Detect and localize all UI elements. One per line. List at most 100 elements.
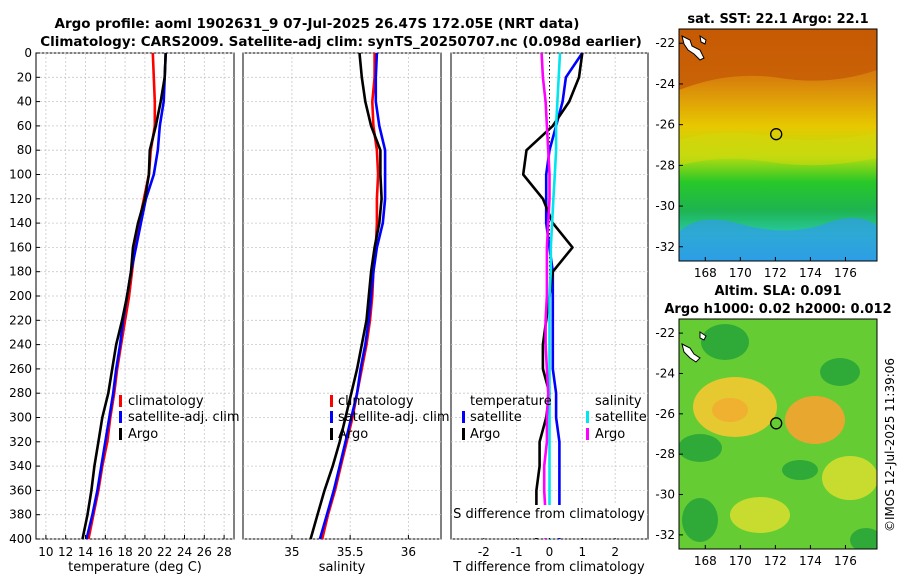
latitude-tick-label: -26 [655, 407, 675, 421]
series-line-satellite-adj-clim [318, 52, 387, 540]
sla-anomaly-low [850, 528, 877, 549]
depth-tick-label: 20 [17, 70, 32, 84]
legend-label-argo: Argo [128, 427, 158, 442]
temperature-lines [81, 52, 167, 540]
profile-location-marker [770, 128, 783, 141]
depth-tick-label: 240 [9, 338, 32, 352]
title-line-2: Climatology: CARS2009. Satellite-adj cli… [40, 34, 642, 50]
legend-swatch-s-satellite [586, 411, 589, 423]
legend-label-climatology: climatology [128, 394, 204, 409]
sla-map: Altim. SLA: 0.091 Argo h1000: 0.02 h2000… [655, 284, 891, 568]
depth-tick-label: 380 [9, 508, 32, 522]
sst-latitude-ticks: -22 -24 -26 -28 -30 -32 [655, 36, 683, 254]
legend-title-temperature: temperature [470, 394, 552, 409]
credit-timestamp: ©IMOS 12-Jul-2025 11:39:06 [883, 358, 897, 532]
longitude-tick-label: 170 [729, 554, 752, 568]
depth-tick-label: 120 [9, 192, 32, 206]
series-line-s-argo [540, 52, 551, 539]
legend-title-salinity: salinity [595, 394, 642, 409]
x-tick-label: 24 [177, 545, 192, 559]
sla-anomaly-low [782, 460, 818, 480]
salinity-grid [243, 52, 441, 540]
latitude-tick-label: -30 [655, 488, 675, 502]
salinity-panel: 35 35.5 36 salinity climatology satellite-… [242, 52, 450, 575]
sst-map: sat. SST: 22.1 Argo: 22.1 -22 -24 -26 -28 -3… [655, 12, 878, 280]
depth-tick-label: 360 [9, 483, 32, 497]
x-tick-label: 36 [401, 545, 416, 559]
latitude-tick-label: -22 [655, 326, 675, 340]
longitude-tick-label: 176 [834, 266, 857, 280]
legend-swatch-s-argo [586, 428, 589, 440]
legend-swatch-t-argo [462, 428, 465, 440]
depth-tick-label: 400 [9, 532, 32, 546]
x-tick-label: 2 [611, 545, 619, 559]
longitude-tick-label: 168 [694, 554, 717, 568]
profile-location-marker [770, 417, 783, 430]
latitude-tick-label: -22 [655, 36, 675, 50]
x-tick-label: 18 [117, 545, 132, 559]
sst-map-title: sat. SST: 22.1 Argo: 22.1 [687, 12, 868, 27]
longitude-tick-label: 172 [764, 266, 787, 280]
temperature-difference-xlabel: T difference from climatology [452, 560, 645, 575]
salinity-label-backdrop [452, 505, 647, 538]
sla-anomaly-low [682, 498, 718, 542]
sst-longitude-ticks: 168 170 172 174 176 [694, 257, 857, 280]
sla-anomaly-high [730, 497, 790, 533]
depth-tick-label: 180 [9, 265, 32, 279]
legend-label-s-argo: Argo [595, 427, 625, 442]
island-coast-icon [699, 34, 707, 45]
sla-anomaly-low [820, 358, 860, 386]
legend-swatch-climatology [119, 395, 122, 407]
island-coast-icon [681, 35, 705, 61]
sla-anomaly-low [679, 434, 722, 462]
sla-anomaly-low [701, 324, 749, 360]
salinity-xticks: 35 35.5 36 [284, 535, 416, 559]
depth-tick-label: 140 [9, 216, 32, 230]
longitude-tick-label: 174 [799, 266, 822, 280]
x-tick-label: 35 [284, 545, 299, 559]
depth-tick-label: 300 [9, 411, 32, 425]
difference-legend: temperature satellite Argo salinity sate… [462, 394, 647, 442]
x-tick-label: 22 [157, 545, 172, 559]
x-tick-label: 1 [579, 545, 587, 559]
sst-map-frame [678, 28, 878, 262]
x-tick-label: 14 [78, 545, 93, 559]
x-tick-label: 26 [197, 545, 212, 559]
temperature-xlabel: temperature (deg C) [68, 560, 202, 575]
longitude-tick-label: 172 [764, 554, 787, 568]
longitude-tick-label: 170 [729, 266, 752, 280]
x-tick-label: 35.5 [337, 545, 364, 559]
depth-tick-label: 260 [9, 362, 32, 376]
depth-tick-label: 340 [9, 459, 32, 473]
legend-swatch-climatology [330, 395, 333, 407]
depth-tick-label: 220 [9, 313, 32, 327]
series-line-argo [309, 52, 383, 540]
latitude-tick-label: -24 [655, 366, 675, 380]
legend-label-s-satellite: satellite [595, 410, 647, 425]
depth-tick-label: 200 [9, 289, 32, 303]
island-coast-icon [699, 331, 707, 341]
sst-cool-patch [679, 217, 877, 261]
x-tick-label: 16 [98, 545, 113, 559]
difference-lines [521, 52, 584, 539]
temperature-grid [36, 52, 234, 540]
salinity-difference-xlabel: S difference from climatology [453, 507, 645, 522]
sla-longitude-ticks: 168 170 172 174 176 [694, 545, 857, 568]
legend-swatch-satellite [119, 411, 122, 423]
depth-tick-label: 160 [9, 240, 32, 254]
series-line-t-satellite [544, 52, 584, 539]
sla-map-frame [678, 318, 878, 550]
latitude-tick-label: -32 [655, 240, 675, 254]
depth-tick-label: 60 [17, 119, 32, 133]
x-tick-label: 28 [216, 545, 231, 559]
legend-swatch-argo [119, 428, 122, 440]
latitude-tick-label: -28 [655, 158, 675, 172]
salinity-lines [309, 52, 387, 540]
sla-anomaly-high [712, 398, 748, 422]
latitude-tick-label: -30 [655, 199, 675, 213]
latitude-tick-label: -28 [655, 447, 675, 461]
series-line-s-satellite [548, 52, 562, 539]
legend-label-t-argo: Argo [470, 427, 500, 442]
sla-anomaly-high [822, 456, 877, 500]
